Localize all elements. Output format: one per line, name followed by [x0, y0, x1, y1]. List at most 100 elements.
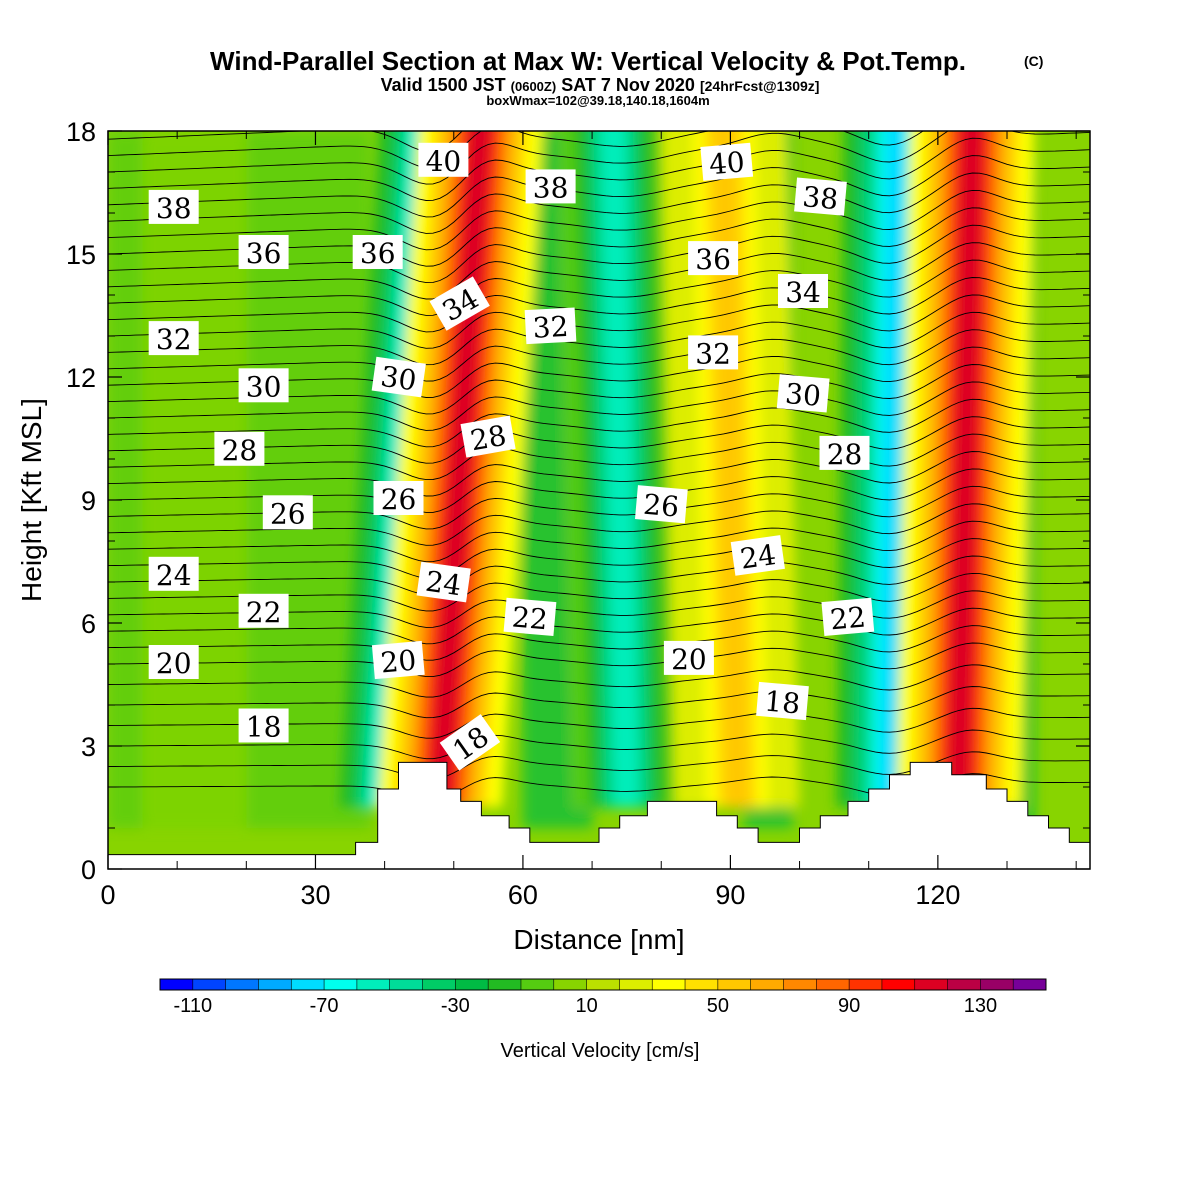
colorbar-swatch-2 — [225, 979, 259, 990]
isentrope-line-37 — [108, 131, 924, 169]
colorbar-swatch-17 — [717, 979, 751, 990]
contour-label-19: 26 — [262, 495, 313, 530]
contour-label-text-23: 24 — [424, 565, 464, 603]
colorbar: -110 -70 -30 10 50 90 130 — [159, 978, 1047, 1017]
contour-label-box-28 — [148, 645, 199, 679]
isentrope-line-5 — [108, 664, 1090, 698]
contour-label-box-24 — [730, 535, 785, 576]
y-tick-label-4: 12 — [66, 363, 96, 393]
isentrope-line-20 — [108, 398, 1090, 448]
contour-label-box-1 — [238, 235, 289, 269]
contour-label-18: 28 — [819, 435, 870, 471]
contour-label-box-30 — [663, 640, 714, 675]
colorbar-swatch-6 — [356, 979, 390, 990]
contour-label-12: 32 — [688, 335, 739, 370]
valid-time-date: SAT 7 Nov 2020 — [561, 75, 695, 95]
contour-label-29: 20 — [371, 640, 425, 679]
contour-label-text-31: 18 — [246, 711, 282, 744]
contour-label-22: 24 — [148, 556, 199, 592]
colorbar-swatch-20 — [816, 979, 850, 990]
isentrope-line-21 — [108, 381, 1090, 431]
colorbar-tick-label-0: -110 — [174, 995, 213, 1017]
isentrope-line-25 — [108, 311, 1090, 366]
colorbar-swatch-10 — [488, 979, 522, 990]
contour-label-text-28: 20 — [156, 647, 192, 680]
contour-label-box-26 — [503, 597, 557, 637]
x-tick-label-1: 30 — [300, 880, 330, 910]
contour-label-text-21: 26 — [642, 488, 680, 524]
contour-label-24: 24 — [730, 535, 785, 576]
colorbar-swatch-1 — [192, 979, 226, 990]
isentrope-line-34 — [108, 155, 1090, 218]
isentrope-line-14 — [108, 503, 1090, 546]
colorbar-swatch-5 — [324, 979, 358, 990]
contour-label-box-0 — [148, 189, 199, 224]
isentrope-line-33 — [108, 172, 1090, 234]
terrain — [108, 761, 1090, 869]
colorbar-swatch-8 — [422, 979, 456, 990]
isentrope-line-26 — [108, 294, 1090, 349]
colorbar-swatch-26 — [1013, 979, 1047, 990]
contour-label-box-22 — [148, 556, 199, 591]
contour-label-box-4 — [525, 169, 576, 204]
colorbar-swatch-18 — [750, 979, 784, 990]
colorbar-swatch-21 — [849, 979, 883, 990]
contour-label-text-15: 30 — [784, 377, 822, 413]
contour-label-text-6: 38 — [801, 180, 839, 216]
colorbar-swatch-13 — [586, 979, 620, 990]
contour-label-28: 20 — [148, 645, 199, 680]
contour-label-text-20: 26 — [381, 483, 417, 516]
colorbar-swatch-7 — [389, 979, 423, 990]
contour-label-31: 18 — [238, 708, 289, 744]
contour-label-box-3 — [418, 142, 469, 177]
contour-label-box-17 — [460, 415, 516, 458]
colorbar-swatch-24 — [947, 979, 981, 990]
isentrope-line-36 — [108, 131, 1090, 185]
contour-label-box-9 — [778, 274, 828, 308]
x-tick-label-3: 90 — [715, 880, 745, 910]
isentrope-line-17 — [108, 451, 1090, 497]
isentrope-line-18 — [108, 433, 1090, 481]
updraft-band-2-level-4 — [946, 131, 985, 808]
colorbar-tick-label-2: -30 — [441, 995, 470, 1017]
contour-label-box-32 — [439, 714, 501, 771]
updraft-band-1-level-4 — [711, 131, 750, 808]
colorbar-swatch-23 — [914, 979, 948, 990]
colorbar-tick-label-1: -70 — [310, 995, 339, 1017]
valid-time-prefix: Valid 1500 JST — [381, 75, 506, 95]
colorbar-swatch-12 — [553, 979, 587, 990]
valid-time-label: Valid 1500 JST (0600Z) SAT 7 Nov 2020 [2… — [381, 75, 820, 95]
contour-label-text-12: 32 — [695, 337, 731, 370]
x-tick-label-4: 120 — [915, 880, 960, 910]
x-tick-label-2: 60 — [508, 880, 538, 910]
isentrope-line-8 — [108, 607, 1090, 645]
contour-label-text-1: 36 — [246, 237, 282, 270]
y-tick-label-2: 6 — [81, 609, 96, 639]
box-max-info: boxWmax=102@39.18,140.18,1604m — [486, 93, 709, 108]
isentrope-line-38 — [108, 131, 463, 152]
contour-label-text-3: 40 — [426, 145, 462, 178]
contour-label-text-16: 28 — [222, 434, 258, 467]
isentrope-line-32 — [108, 189, 1090, 251]
contour-label-box-23 — [416, 561, 471, 603]
x-tick-label-0: 0 — [100, 880, 115, 910]
contour-label-1: 36 — [238, 235, 289, 270]
contour-label-box-19 — [262, 495, 313, 530]
contour-label-text-0: 38 — [156, 192, 192, 225]
contour-label-box-7 — [429, 276, 490, 331]
colorbar-swatch-22 — [881, 979, 916, 990]
contour-label-text-8: 36 — [695, 243, 731, 276]
contour-label-21: 26 — [634, 485, 688, 524]
contour-label-box-20 — [373, 481, 424, 515]
colorbar-swatch-19 — [783, 979, 817, 990]
colorbar-label: Vertical Velocity [cm/s] — [501, 1040, 700, 1062]
contour-label-box-11 — [524, 307, 577, 345]
contour-label-text-18: 28 — [827, 438, 863, 471]
isentrope-line-12 — [108, 538, 1090, 579]
colorbar-tick-label-3: 10 — [575, 995, 597, 1017]
contour-label-3: 40 — [418, 142, 469, 178]
y-tick-label-5: 15 — [66, 240, 96, 270]
